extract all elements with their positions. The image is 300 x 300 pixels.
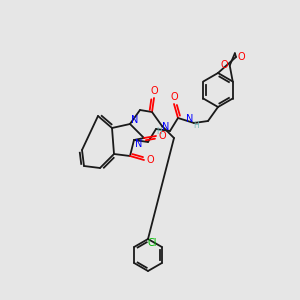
Text: H: H bbox=[156, 127, 162, 136]
Text: O: O bbox=[158, 131, 166, 141]
Text: N: N bbox=[186, 114, 194, 124]
Text: O: O bbox=[150, 86, 158, 96]
Text: N: N bbox=[131, 115, 139, 125]
Text: Cl: Cl bbox=[147, 238, 157, 248]
Text: O: O bbox=[146, 155, 154, 165]
Text: O: O bbox=[170, 92, 178, 102]
Text: N: N bbox=[135, 139, 143, 149]
Text: H: H bbox=[193, 122, 199, 130]
Text: N: N bbox=[162, 122, 170, 132]
Text: O: O bbox=[237, 52, 245, 62]
Text: O: O bbox=[221, 61, 229, 70]
